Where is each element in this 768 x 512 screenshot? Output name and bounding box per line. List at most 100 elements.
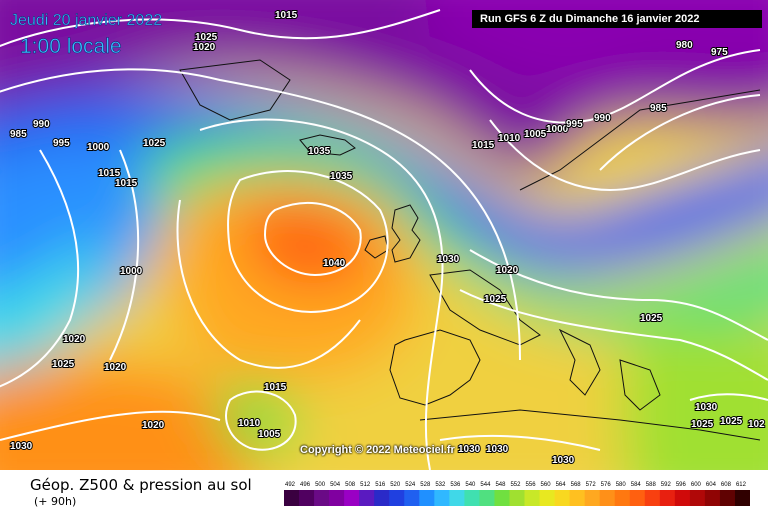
run-info: Run GFS 6 Z du Dimanche 16 janvier 2022 (472, 10, 762, 28)
scale-swatch (644, 490, 661, 506)
isobar-label: 1025 (484, 294, 507, 305)
scale-swatch (329, 490, 345, 506)
scale-label: 588 (646, 482, 657, 488)
scale-swatch (494, 490, 510, 506)
isobar-label: 980 (676, 40, 693, 51)
isobar-label: 1015 (115, 178, 138, 189)
isobar-label: 1030 (695, 402, 718, 413)
isobars (0, 9, 768, 470)
scale-label: 492 (285, 482, 296, 488)
scale-swatch (584, 490, 601, 506)
scale-swatch (434, 490, 450, 506)
scale-label: 556 (526, 482, 537, 488)
scale-swatch (344, 490, 360, 506)
isobar-label: 1000 (546, 124, 569, 135)
isobar-label: 1025 (691, 419, 714, 430)
isobar-label: 1035 (330, 171, 353, 182)
scale-swatch (599, 490, 616, 506)
scale-swatch (284, 490, 300, 506)
isobar-label: 1020 (496, 265, 519, 276)
isobar-label: 995 (53, 138, 70, 149)
scale-label: 500 (315, 482, 326, 488)
scale-label: 540 (465, 482, 476, 488)
isobar-label: 1025 (195, 32, 218, 43)
scale-swatch (509, 490, 526, 506)
scale-swatch (719, 490, 736, 506)
local-time: 1:00 locale (20, 35, 122, 59)
scale-swatch (569, 490, 586, 506)
scale-label: 584 (631, 482, 642, 488)
scale-label: 560 (541, 482, 552, 488)
scale-label: 516 (375, 482, 386, 488)
isobar-label: 1030 (437, 254, 460, 265)
scale-label: 592 (661, 482, 672, 488)
isobar-label: 1025 (720, 416, 743, 427)
coastlines (179, 59, 761, 441)
scale-swatch (464, 490, 480, 506)
forecast-date: Jeudi 20 janvier 2022 (10, 12, 163, 29)
isobar-label: 985 (650, 103, 667, 114)
scale-swatch (359, 490, 375, 506)
scale-swatch (404, 490, 420, 506)
isobar-label: 1015 (275, 10, 298, 21)
isobar-label: 1030 (552, 455, 575, 466)
scale-label: 536 (450, 482, 461, 488)
scale-label: 532 (435, 482, 446, 488)
scale-label: 528 (420, 482, 431, 488)
scale-label: 580 (616, 482, 627, 488)
isobar-label: 1030 (10, 441, 33, 452)
scale-label: 608 (721, 482, 732, 488)
isobar-label: 985 (10, 129, 27, 140)
isobar-label: 990 (33, 119, 50, 130)
scale-swatch (629, 490, 646, 506)
copyright: Copyright © 2022 Meteociel.fr (300, 444, 455, 456)
scale-swatch (674, 490, 691, 506)
scale-swatch (449, 490, 465, 506)
scale-label: 568 (571, 482, 582, 488)
isobar-label: 1035 (308, 146, 331, 157)
isobar-label: 1010 (498, 133, 521, 144)
isobar-label: 1020 (63, 334, 86, 345)
scale-swatch (554, 490, 571, 506)
scale-label: 564 (556, 482, 567, 488)
isobar-label: 1040 (323, 258, 346, 269)
scale-label: 576 (601, 482, 612, 488)
scale-label: 596 (676, 482, 687, 488)
scale-label: 600 (691, 482, 702, 488)
scale-label: 512 (360, 482, 371, 488)
scale-label: 604 (706, 482, 717, 488)
scale-swatch (704, 490, 721, 506)
scale-swatch (479, 490, 495, 506)
isobar-label: 1020 (142, 420, 165, 431)
scale-label: 552 (510, 482, 521, 488)
scale-label: 524 (405, 482, 416, 488)
scale-swatch (299, 490, 315, 506)
color-scale: 492 496 500 504 508 512 516 520 524 528 532 536 540 5… (284, 482, 750, 506)
isobar-label: 1020 (104, 362, 127, 373)
isobar-label: 995 (566, 119, 583, 130)
isobar-label: 1000 (87, 142, 110, 153)
legend-subtitle: (+ 90h) (34, 495, 77, 508)
isobar-label: 1025 (143, 138, 166, 149)
isobar-label: 1015 (98, 168, 121, 179)
scale-swatch (659, 490, 676, 506)
scale-label: 548 (495, 482, 506, 488)
scale-swatch (374, 490, 390, 506)
scale-swatch (314, 490, 330, 506)
isobar-label: 1015 (472, 140, 495, 151)
legend-title: Géop. Z500 & pression au sol (30, 476, 252, 494)
isobar-label: 1010 (238, 418, 261, 429)
isobar-label: 1005 (524, 129, 547, 140)
scale-label: 508 (345, 482, 356, 488)
isobar-label: 102 (748, 419, 765, 430)
isobar-label: 1005 (258, 429, 281, 440)
isobar-label: 1025 (52, 359, 75, 370)
isobar-label: 1025 (640, 313, 663, 324)
isobar-label: 1000 (120, 266, 143, 277)
scale-label: 520 (390, 482, 401, 488)
isobar-label: 1020 (193, 42, 216, 53)
scale-label: 612 (736, 482, 747, 488)
isobar-label: 975 (711, 47, 728, 58)
